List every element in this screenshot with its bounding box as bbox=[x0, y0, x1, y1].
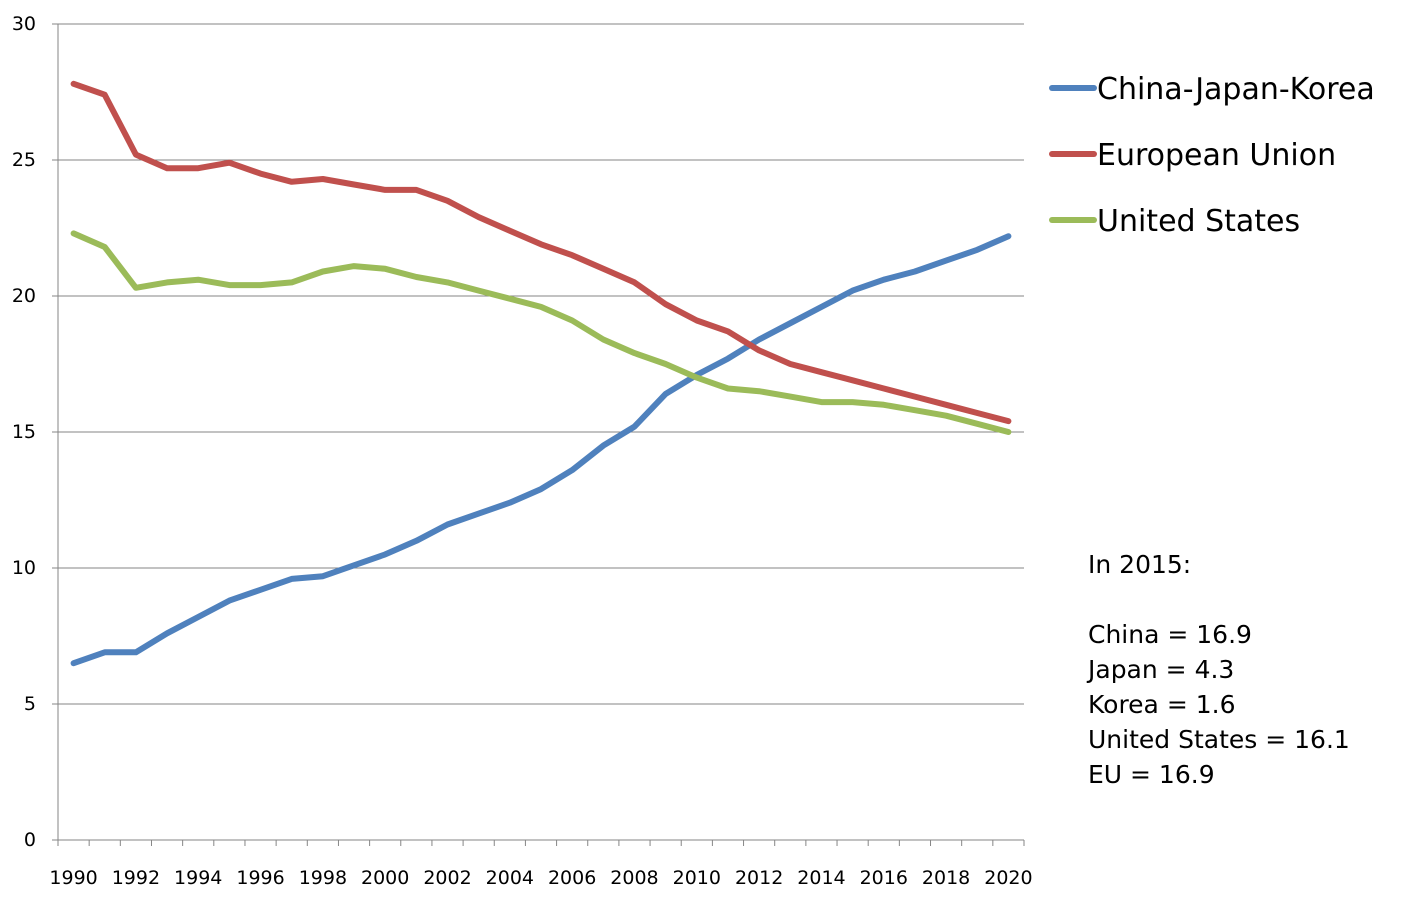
x-tick-label: 2006 bbox=[548, 867, 596, 889]
y-tick-label: 0 bbox=[24, 829, 36, 851]
y-tick-label: 30 bbox=[12, 13, 36, 35]
y-tick-label: 25 bbox=[12, 149, 36, 171]
legend-label: China-Japan-Korea bbox=[1097, 72, 1375, 107]
annotation-line: China = 16.9 bbox=[1088, 620, 1252, 649]
x-tick-label: 2002 bbox=[423, 867, 471, 889]
x-tick-label: 2004 bbox=[486, 867, 534, 889]
x-tick-label: 2020 bbox=[984, 867, 1032, 889]
series-lines bbox=[70, 80, 1012, 667]
annotation-heading: In 2015: bbox=[1088, 550, 1191, 579]
x-tick-label: 2000 bbox=[361, 867, 409, 889]
x-tick-label: 1998 bbox=[299, 867, 347, 889]
legend-label: European Union bbox=[1097, 138, 1336, 173]
axes: 0 5 10 15 20 25 30 1990 1992 1994 1996 1998 2000 2002… bbox=[12, 13, 1033, 889]
y-tick-label: 20 bbox=[12, 285, 36, 307]
legend-label: United States bbox=[1097, 204, 1300, 239]
annotation-line: Korea = 1.6 bbox=[1088, 690, 1235, 719]
x-tick-label: 2008 bbox=[610, 867, 658, 889]
series-line bbox=[70, 230, 1012, 435]
x-tick-label: 1994 bbox=[174, 867, 222, 889]
series-line bbox=[70, 233, 1012, 667]
y-tick-label: 15 bbox=[12, 421, 36, 443]
annotation-line: Japan = 4.3 bbox=[1086, 655, 1234, 684]
x-tick-label: 1996 bbox=[236, 867, 284, 889]
y-tick-label: 10 bbox=[12, 557, 36, 579]
x-tick-label: 2010 bbox=[673, 867, 721, 889]
x-tick-label: 1990 bbox=[49, 867, 97, 889]
x-tick-label: 2018 bbox=[922, 867, 970, 889]
y-tick-label: 5 bbox=[24, 693, 36, 715]
annotation-line: United States = 16.1 bbox=[1088, 725, 1350, 754]
x-tick-label: 2014 bbox=[797, 867, 845, 889]
annotation-box: In 2015: China = 16.9 Japan = 4.3 Korea … bbox=[1086, 550, 1350, 789]
legend: China-Japan-Korea European Union United St… bbox=[1049, 72, 1375, 239]
annotation-line: EU = 16.9 bbox=[1088, 760, 1215, 789]
x-tick-label: 2012 bbox=[735, 867, 783, 889]
series-line bbox=[70, 80, 1012, 425]
x-tick-label: 1992 bbox=[112, 867, 160, 889]
x-tick-label: 2016 bbox=[860, 867, 908, 889]
gridlines bbox=[58, 23, 1024, 705]
